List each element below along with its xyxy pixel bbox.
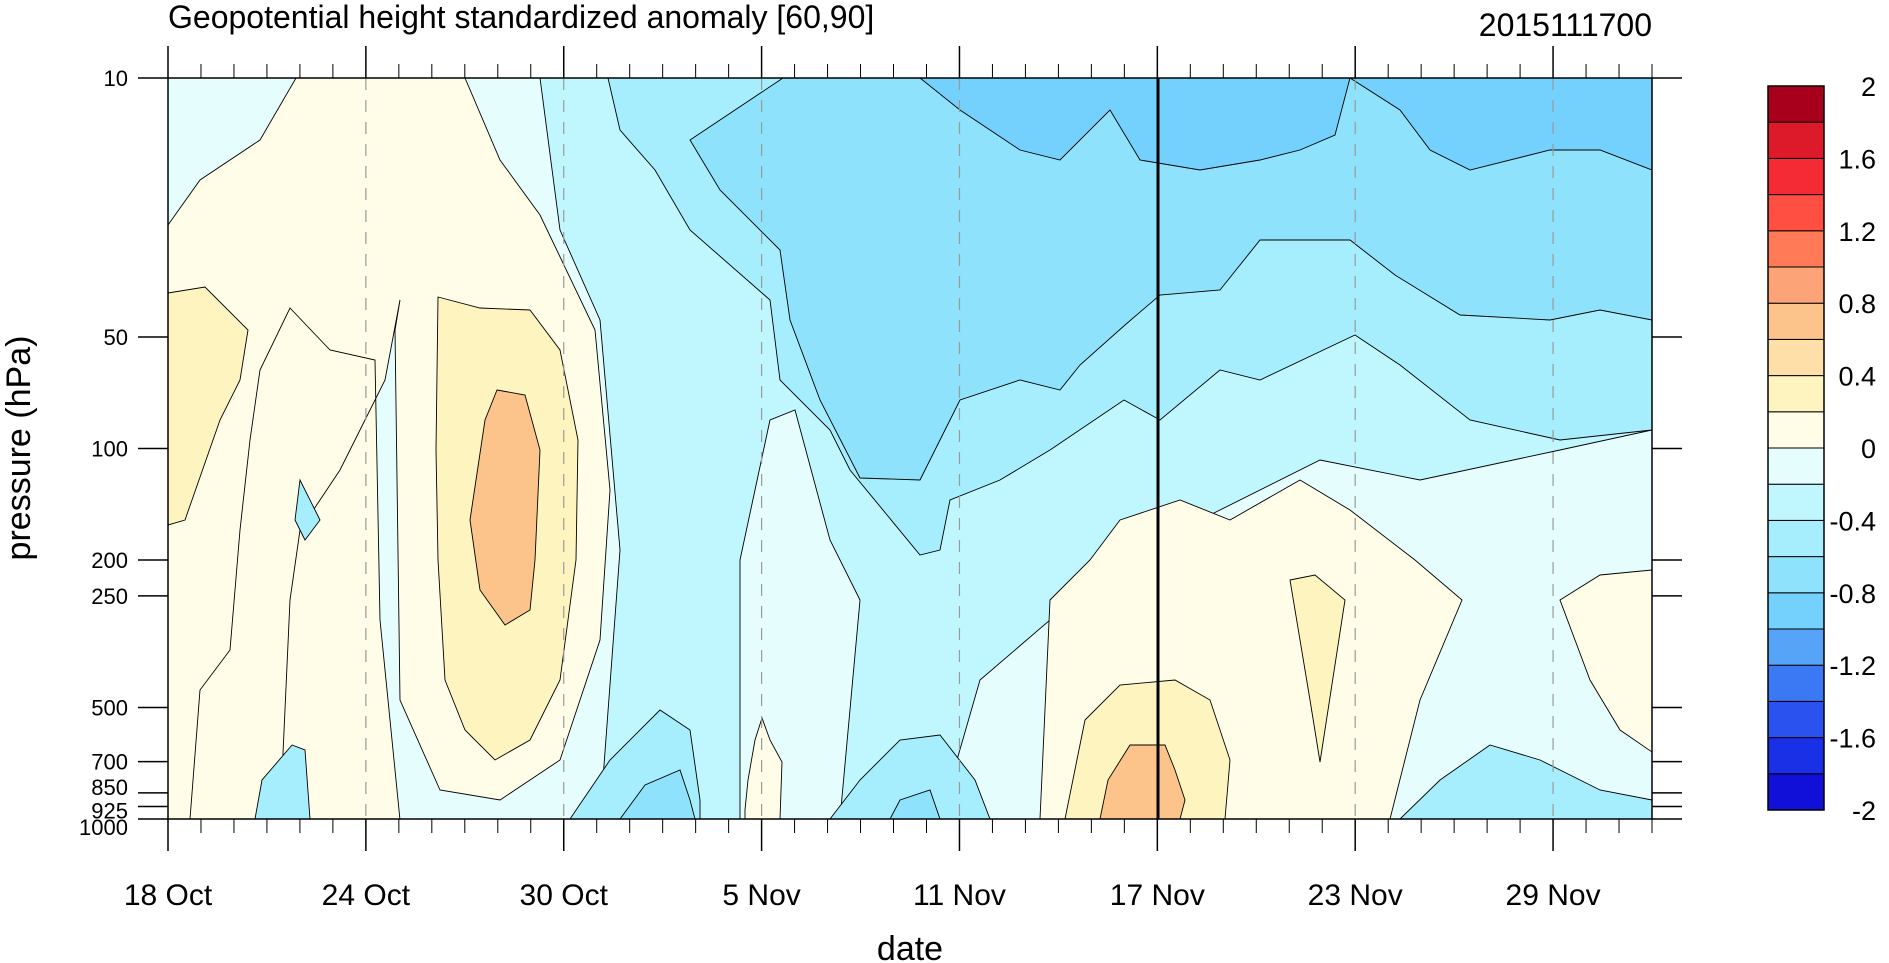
x-tick-label: 17 Nov: [1110, 879, 1205, 912]
contour-fill: [889, 789, 941, 819]
colorbar-label: -1.2: [1829, 651, 1876, 681]
contour-fill: [739, 409, 861, 819]
contour-fill: [469, 389, 541, 626]
colorbar-label: 0.4: [1838, 362, 1876, 392]
y-tick-label: 500: [91, 695, 128, 720]
colorbar-swatch: [1767, 157, 1825, 196]
colorbar-swatch: [1767, 375, 1825, 413]
contour-fill: [919, 78, 1652, 171]
timestamp: 2015111700: [1479, 7, 1652, 43]
colorbar-swatch: [1767, 628, 1825, 666]
y-tick-label: 1000: [79, 815, 128, 840]
y-tick-label: 250: [91, 584, 128, 609]
colorbar-label: 1.6: [1838, 144, 1876, 174]
x-tick-label: 11 Nov: [913, 879, 1006, 912]
colorbar-swatch: [1767, 194, 1825, 232]
colorbar-swatch: [1767, 700, 1825, 739]
colorbar-swatch: [1767, 230, 1825, 268]
chart-title: Geopotential height standardized anomaly…: [168, 0, 874, 35]
y-axis-title: pressure (hPa): [0, 336, 38, 561]
colorbar-swatch: [1767, 338, 1825, 377]
colorbar-swatch: [1767, 592, 1825, 630]
contour-fill: [254, 744, 311, 819]
y-tick-label: 925: [91, 798, 128, 823]
contour-fill: [829, 734, 991, 819]
contour-fill: [1289, 574, 1346, 763]
colorbar-swatch: [1767, 737, 1825, 775]
colorbar: 2 1.6 1.2 0.8 0.4 0 -0.4 -0.8 -1.2 -1.6 -2: [1767, 72, 1876, 826]
contour-fill: [294, 478, 321, 541]
colorbar-label: -0.4: [1829, 506, 1876, 536]
x-tick-label: 24 Oct: [322, 879, 411, 912]
colorbar-swatch: [1767, 85, 1825, 123]
colorbar-swatch: [1767, 266, 1825, 304]
contour-fill: [744, 716, 783, 819]
colorbar-label: 0: [1861, 434, 1876, 464]
x-tick-label: 30 Oct: [520, 879, 609, 912]
y-tick-label: 50: [104, 325, 128, 350]
colorbar-frame: [1767, 85, 1825, 811]
x-axis: 18 Oct 24 Oct 30 Oct 5 Nov 11 Nov 17 Nov 23 No…: [124, 46, 1653, 912]
x-axis-title: date: [877, 930, 943, 963]
contour-fill: [619, 769, 696, 819]
colorbar-swatch: [1767, 773, 1825, 811]
x-tick-label: 18 Oct: [124, 879, 213, 912]
contour-fill: [689, 78, 1652, 481]
plot-area: [168, 78, 1652, 819]
colorbar-swatch: [1767, 411, 1825, 449]
x-tick-label: 23 Nov: [1308, 879, 1403, 912]
x-tick-label: 29 Nov: [1506, 879, 1601, 912]
colorbar-label: -1.6: [1829, 724, 1876, 754]
colorbar-swatch: [1767, 483, 1825, 521]
x-tick-label: 5 Nov: [722, 879, 800, 912]
colorbar-label: 0.8: [1838, 289, 1876, 319]
colorbar-label: 2: [1861, 72, 1876, 102]
y-tick-label: 850: [91, 775, 128, 800]
contour-fill: [1399, 744, 1652, 819]
y-tick-label: 10: [104, 66, 128, 91]
contour-fill: [1099, 744, 1186, 819]
y-tick-label: 100: [91, 437, 128, 462]
colorbar-label: -0.8: [1829, 579, 1876, 609]
colorbar-swatch: [1767, 121, 1825, 159]
colorbar-swatch: [1767, 519, 1825, 558]
colorbar-label: -2: [1852, 796, 1876, 826]
y-tick-label: 700: [91, 750, 128, 775]
y-tick-label: 200: [91, 548, 128, 573]
colorbar-swatch: [1767, 302, 1825, 340]
colorbar-swatch: [1767, 556, 1825, 594]
colorbar-swatch: [1767, 664, 1825, 702]
contour-fill: [1559, 569, 1652, 753]
contour-fill: [168, 286, 249, 526]
colorbar-swatch: [1767, 447, 1825, 485]
colorbar-label: 1.2: [1838, 217, 1876, 247]
